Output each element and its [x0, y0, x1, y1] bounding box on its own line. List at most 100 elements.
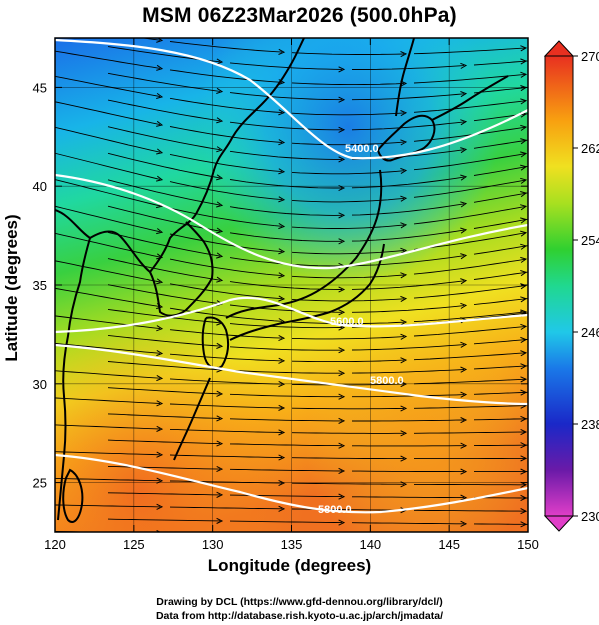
streamline [55, 370, 161, 379]
streamline [107, 361, 221, 371]
streamline-arrow [278, 139, 286, 146]
streamline-arrow [338, 238, 346, 245]
coastline-sakhalin [395, 38, 415, 117]
y-axis-ticks: 25 30 35 40 45 [33, 80, 528, 491]
streamline-arrow [338, 96, 346, 103]
streamline [473, 298, 528, 306]
streamline-arrow [278, 429, 286, 436]
streamline [229, 62, 343, 70]
streamline [229, 232, 342, 242]
streamline [291, 197, 405, 203]
streamline-arrow [216, 440, 224, 447]
streamline [291, 52, 405, 55]
streamline-arrow [520, 230, 528, 237]
streamline-arrow [156, 477, 164, 484]
credit-drawing: Drawing by DCL (https://www.gfd-dennou.o… [156, 596, 443, 608]
streamline-arrow [216, 390, 224, 397]
y-tick-label: 40 [33, 179, 47, 194]
colorbar-bottom-triangle [543, 515, 575, 532]
streamline [351, 369, 465, 374]
streamline-arrow [520, 124, 528, 131]
streamline [291, 250, 405, 255]
streamline-arrow [338, 442, 346, 449]
streamline-arrow [520, 468, 528, 475]
x-axis-label: Longitude (degrees) [207, 556, 372, 575]
streamline-arrow [400, 295, 408, 303]
streamline-arrow [156, 400, 164, 407]
streamline [107, 152, 221, 179]
streamline-arrow [460, 174, 468, 181]
streamline [473, 523, 528, 525]
streamline [55, 287, 161, 308]
streamline-arrow [520, 363, 528, 370]
streamline [107, 72, 221, 92]
streamline [291, 383, 405, 386]
streamline-arrow [338, 493, 346, 500]
streamline-arrow [460, 468, 468, 475]
streamline-arrow [338, 519, 346, 526]
streamline [413, 205, 527, 225]
streamline-arrow [400, 139, 408, 146]
streamline-arrow [278, 380, 286, 388]
streamline [107, 99, 221, 122]
streamline-arrow [278, 404, 286, 411]
streamline-arrow [400, 272, 408, 279]
streamline [291, 274, 405, 279]
streamline [413, 258, 527, 275]
streamline-arrow [156, 148, 164, 155]
streamline [473, 139, 528, 149]
colorbar-ticks: 270 262 254 246 238 230 [573, 49, 599, 524]
streamline-arrow [216, 174, 224, 181]
streamline [229, 92, 343, 101]
streamline [473, 165, 528, 176]
colorbar-top-triangle [543, 40, 575, 57]
streamline [352, 65, 465, 70]
streamline-arrow [216, 465, 224, 473]
streamline [351, 255, 465, 267]
streamline [55, 101, 161, 126]
streamline-arrow [338, 286, 346, 293]
streamline-arrow [338, 347, 346, 354]
streamline [473, 418, 528, 421]
streamline [291, 82, 405, 86]
streamline [107, 518, 221, 522]
streamline-arrow [460, 494, 468, 501]
contour-line [55, 296, 528, 334]
streamline [413, 153, 527, 171]
streamline [229, 346, 342, 351]
streamline [473, 86, 528, 94]
streamline-arrow [460, 227, 468, 234]
x-tick-label: 150 [517, 537, 539, 552]
streamline [55, 205, 161, 233]
streamline-arrow [156, 325, 164, 332]
streamline-arrow [400, 381, 408, 388]
y-axis-label: Latitude (degrees) [2, 214, 21, 362]
streamline-arrow [460, 417, 468, 424]
streamline [229, 443, 343, 447]
x-axis-ticks: 120 125 130 135 140 145 150 [44, 38, 539, 552]
x-tick-label: 120 [44, 537, 66, 552]
streamline-arrow [520, 508, 528, 515]
streamline-arrow [156, 349, 164, 357]
streamline [229, 323, 343, 329]
streamline-arrow [400, 222, 408, 229]
colorbar-tick-label: 270 [581, 49, 599, 64]
streamline [413, 378, 527, 385]
streamline [473, 192, 528, 203]
contour-label: 5800.0 [318, 504, 352, 516]
streamline-arrow [520, 296, 528, 303]
streamline-arrow [460, 147, 468, 154]
streamline-arrow [460, 253, 468, 260]
coastline-hokkaido [377, 114, 436, 162]
streamline [169, 126, 283, 143]
streamline [413, 431, 527, 434]
streamline [107, 258, 221, 281]
height-contours: 5400.0 5600.0 5800.0 5800.0 [55, 38, 528, 516]
coastline-kurils [431, 75, 509, 121]
streamline [351, 522, 464, 525]
streamline [473, 338, 528, 345]
streamline [169, 233, 283, 253]
streamline [351, 176, 465, 189]
streamline-arrow [278, 196, 286, 203]
